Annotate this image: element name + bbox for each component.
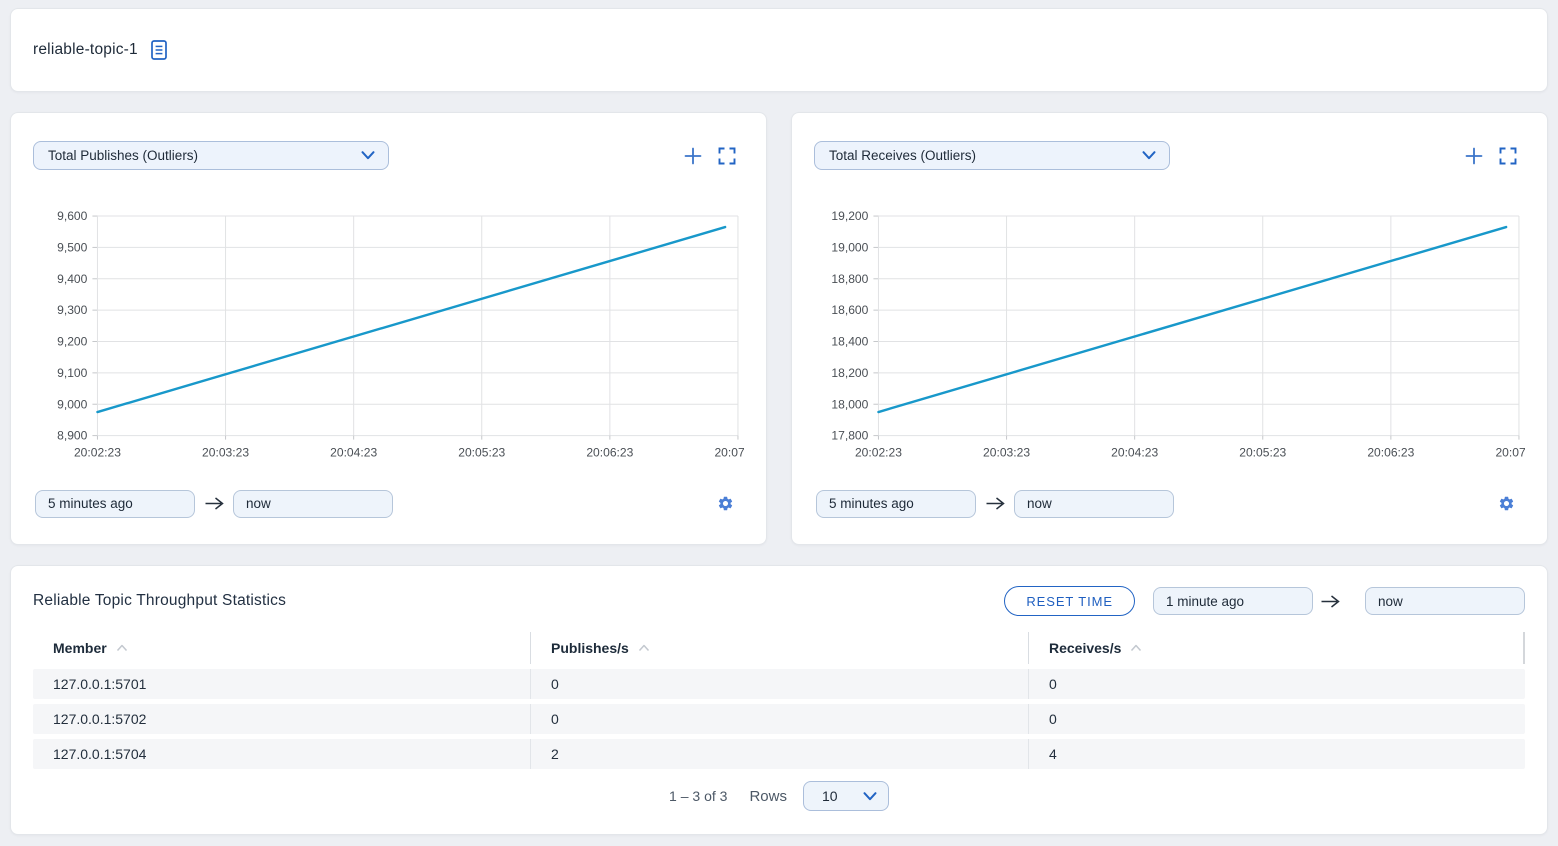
table-header-row: Member Publishes/s Receives/s — [33, 632, 1525, 664]
right-arrow-icon — [985, 496, 1005, 511]
pagination-range: 1 – 3 of 3 — [669, 788, 728, 804]
add-chart-icon[interactable] — [1465, 147, 1483, 165]
gear-icon[interactable] — [1498, 495, 1515, 512]
sort-icon — [638, 644, 649, 652]
publishes-chart-toolbar: Total Publishes (Outliers) — [33, 141, 744, 170]
svg-text:20:06:23: 20:06:23 — [586, 446, 633, 460]
sort-icon — [116, 644, 127, 652]
svg-text:20:06:23: 20:06:23 — [1367, 446, 1414, 460]
svg-text:19,200: 19,200 — [831, 209, 868, 223]
chart-actions — [684, 147, 736, 165]
chart-actions — [1465, 147, 1517, 165]
svg-text:20:07:23: 20:07:23 — [1495, 446, 1525, 460]
receives-chart-toolbar: Total Receives (Outliers) — [814, 141, 1525, 170]
stats-title: Reliable Topic Throughput Statistics — [33, 592, 287, 609]
metric-selector-value: Total Receives (Outliers) — [829, 148, 977, 163]
page-title: reliable-topic-1 — [33, 41, 138, 58]
expand-icon[interactable] — [718, 147, 736, 165]
column-header-receives[interactable]: Receives/s — [1028, 632, 1525, 664]
svg-text:20:07:23: 20:07:23 — [714, 446, 744, 460]
document-icon[interactable] — [149, 39, 169, 61]
svg-text:8,900: 8,900 — [57, 429, 88, 443]
table-cell: 0 — [530, 669, 1028, 699]
rows-label: Rows — [749, 787, 787, 805]
table-cell: 0 — [1028, 669, 1525, 699]
svg-text:20:02:23: 20:02:23 — [74, 446, 121, 460]
pagination: 1 – 3 of 3 Rows 10 — [33, 781, 1525, 811]
svg-text:20:03:23: 20:03:23 — [202, 446, 249, 460]
stats-controls: RESET TIME — [1004, 586, 1525, 616]
stats-header: Reliable Topic Throughput Statistics RES… — [33, 586, 1525, 616]
svg-text:9,200: 9,200 — [57, 335, 88, 349]
receives-time-range — [814, 489, 1525, 518]
table-cell: 4 — [1028, 739, 1525, 769]
table-cell: 2 — [530, 739, 1028, 769]
chevron-down-icon — [863, 791, 877, 800]
svg-text:20:02:23: 20:02:23 — [855, 446, 902, 460]
table-row[interactable]: 127.0.0.1:5701 0 0 — [33, 669, 1525, 699]
time-from-input[interactable] — [35, 489, 195, 518]
throughput-stats-card: Reliable Topic Throughput Statistics RES… — [10, 565, 1548, 835]
svg-text:9,400: 9,400 — [57, 272, 88, 286]
svg-text:9,000: 9,000 — [57, 397, 88, 411]
stats-table: Member Publishes/s Receives/s — [33, 632, 1525, 769]
rows-per-page-value: 10 — [821, 788, 838, 804]
svg-text:18,000: 18,000 — [831, 397, 868, 411]
svg-text:18,200: 18,200 — [831, 366, 868, 380]
metric-selector[interactable]: Total Publishes (Outliers) — [33, 141, 389, 170]
table-cell: 127.0.0.1:5702 — [53, 711, 147, 727]
svg-text:20:05:23: 20:05:23 — [1239, 446, 1286, 460]
svg-text:20:03:23: 20:03:23 — [983, 446, 1030, 460]
time-to-input[interactable] — [233, 489, 393, 518]
table-row[interactable]: 127.0.0.1:5702 0 0 — [33, 704, 1525, 734]
rows-per-page-select[interactable]: 10 — [802, 781, 889, 811]
metric-selector-value: Total Publishes (Outliers) — [48, 148, 199, 163]
topic-header-card: reliable-topic-1 — [10, 8, 1548, 92]
table-cell: 127.0.0.1:5701 — [53, 676, 147, 692]
time-to-input[interactable] — [1014, 489, 1174, 518]
reset-time-button[interactable]: RESET TIME — [1004, 586, 1135, 616]
metric-selector[interactable]: Total Receives (Outliers) — [814, 141, 1170, 170]
table-cell: 0 — [530, 704, 1028, 734]
right-arrow-icon — [1320, 594, 1340, 609]
publishes-chart-card: Total Publishes (Outliers) — [10, 112, 767, 545]
gear-icon[interactable] — [717, 495, 734, 512]
svg-text:18,400: 18,400 — [831, 335, 868, 349]
svg-text:20:04:23: 20:04:23 — [330, 446, 377, 460]
expand-icon[interactable] — [1499, 147, 1517, 165]
charts-row: Total Publishes (Outliers) — [10, 112, 1548, 545]
svg-text:20:05:23: 20:05:23 — [458, 446, 505, 460]
chevron-down-icon — [1142, 151, 1156, 160]
publishes-chart: 8,900 9,000 9,100 9,200 9,300 9,400 9,500 9,600… — [57, 209, 744, 460]
column-header-publishes[interactable]: Publishes/s — [530, 632, 1028, 664]
time-from-input[interactable] — [816, 489, 976, 518]
right-arrow-icon — [204, 496, 224, 511]
svg-text:9,500: 9,500 — [57, 240, 88, 254]
svg-text:17,800: 17,800 — [831, 429, 868, 443]
receives-chart: 17,800 18,000 18,200 18,400 18,600 18,800 19,0… — [831, 209, 1525, 460]
svg-text:18,600: 18,600 — [831, 303, 868, 317]
svg-text:18,800: 18,800 — [831, 272, 868, 286]
svg-text:20:04:23: 20:04:23 — [1111, 446, 1158, 460]
stats-time-from-input[interactable] — [1153, 587, 1313, 615]
stats-time-to-input[interactable] — [1365, 587, 1525, 615]
svg-text:9,100: 9,100 — [57, 366, 88, 380]
receives-chart-card: Total Receives (Outliers) — [791, 112, 1548, 545]
table-row[interactable]: 127.0.0.1:5704 2 4 — [33, 739, 1525, 769]
add-chart-icon[interactable] — [684, 147, 702, 165]
svg-text:9,600: 9,600 — [57, 209, 88, 223]
sort-icon — [1131, 644, 1142, 652]
stats-table-body: 127.0.0.1:5701 0 0 127.0.0.1:5702 0 0 127.0.0.… — [33, 669, 1525, 769]
chevron-down-icon — [361, 151, 375, 160]
column-header-member[interactable]: Member — [33, 632, 530, 664]
table-cell: 0 — [1028, 704, 1525, 734]
table-cell: 127.0.0.1:5704 — [53, 746, 147, 762]
svg-text:19,000: 19,000 — [831, 240, 868, 254]
svg-text:9,300: 9,300 — [57, 303, 88, 317]
publishes-time-range — [33, 489, 744, 518]
